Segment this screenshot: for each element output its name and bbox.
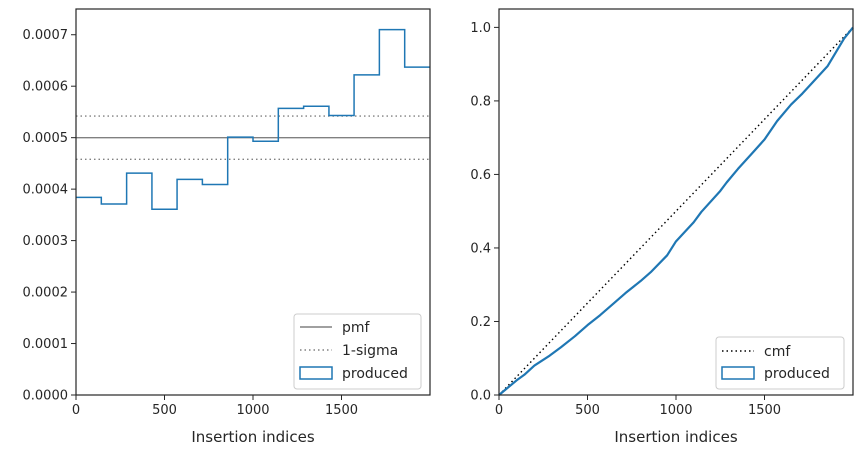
left-y-tick-label: 0.0007 bbox=[23, 28, 69, 43]
left-y-ticks: 0.0000 0.0001 0.0002 0.0003 0.0004 0.0005 0.00… bbox=[23, 28, 76, 404]
legend-produced-swatch bbox=[299, 366, 333, 380]
right-legend-label: produced bbox=[764, 366, 830, 382]
left-y-tick-label: 0.0004 bbox=[23, 183, 69, 198]
right-legend-label: cmf bbox=[764, 344, 791, 360]
left-legend: pmf 1-sigma produced bbox=[293, 313, 422, 390]
right-y-tick-label: 1.0 bbox=[470, 21, 491, 36]
left-y-tick-label: 0.0005 bbox=[23, 131, 69, 146]
left-x-tick-label: 1500 bbox=[325, 403, 358, 418]
produced-cumulative-line bbox=[498, 26, 854, 396]
left-legend-box bbox=[293, 313, 422, 390]
left-legend-label: 1-sigma bbox=[342, 343, 398, 359]
right-x-tick-label: 1500 bbox=[748, 403, 781, 418]
left-y-tick-label: 0.0001 bbox=[23, 337, 69, 352]
right-x-axis-label: Insertion indices bbox=[614, 428, 737, 446]
right-y-tick-label: 0.0 bbox=[470, 389, 491, 404]
right-y-tick-label: 0.2 bbox=[470, 315, 491, 330]
produced-histogram-step bbox=[76, 28, 430, 210]
right-x-tick-label: 1000 bbox=[659, 403, 692, 418]
left-y-tick-label: 0.0002 bbox=[23, 286, 69, 301]
left-x-axis-label: Insertion indices bbox=[191, 428, 314, 446]
left-x-ticks: 0 500 1000 1500 bbox=[72, 395, 358, 418]
right-y-tick-label: 0.8 bbox=[470, 94, 491, 109]
left-x-tick-label: 0 bbox=[72, 403, 80, 418]
right-y-tick-label: 0.4 bbox=[470, 241, 491, 256]
right-y-tick-label: 0.6 bbox=[470, 168, 491, 183]
right-series bbox=[498, 26, 854, 396]
right-x-ticks: 0 500 1000 1500 bbox=[495, 395, 781, 418]
left-x-tick-label: 500 bbox=[152, 403, 177, 418]
left-panel-histogram: 0 500 1000 1500 0.00000.00010.00020.00030.0… bbox=[23, 8, 431, 446]
right-y-ticks: 0.0 0.2 0.4 0.6 0.8 1.0 bbox=[470, 21, 499, 404]
left-legend-label: pmf bbox=[342, 320, 371, 336]
left-produced-series bbox=[76, 28, 430, 210]
legend-produced-swatch bbox=[721, 366, 755, 380]
right-x-tick-label: 0 bbox=[495, 403, 503, 418]
left-legend-label: produced bbox=[342, 366, 408, 382]
right-panel-cumulative: 0 500 1000 1500 0.0 0.2 0.4 0.6 0.8 1.0 Insertio… bbox=[470, 8, 854, 446]
right-legend-box bbox=[715, 336, 845, 390]
right-legend: cmf produced bbox=[715, 336, 845, 390]
left-y-tick-label: 0.0000 bbox=[23, 389, 69, 404]
right-x-tick-label: 500 bbox=[575, 403, 600, 418]
left-y-tick-label: 0.0006 bbox=[23, 80, 69, 95]
left-x-tick-label: 1000 bbox=[236, 403, 269, 418]
left-y-tick-label: 0.0003 bbox=[23, 234, 69, 249]
